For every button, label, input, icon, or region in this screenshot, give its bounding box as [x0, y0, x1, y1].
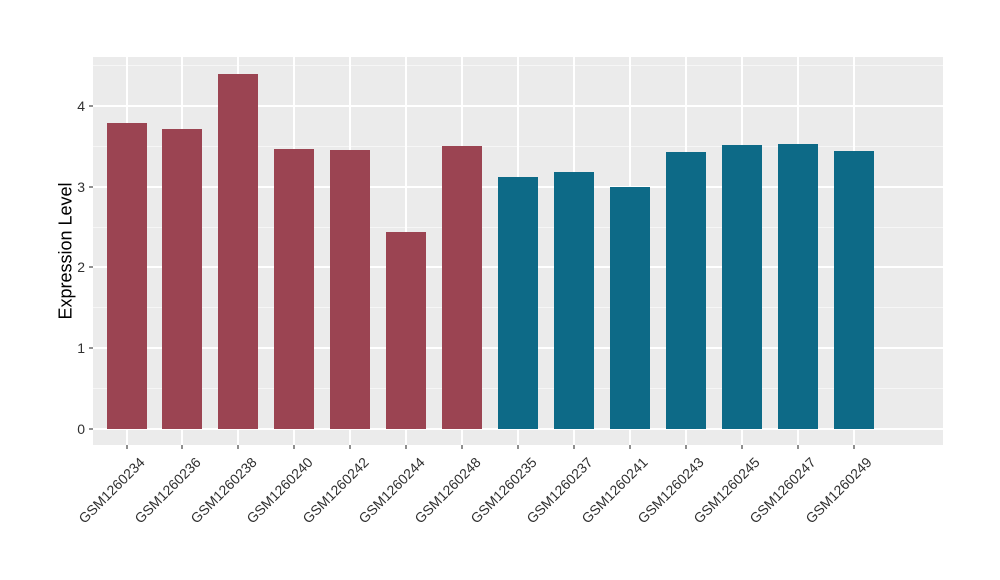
x-tick-mark [237, 445, 240, 449]
x-tick-mark [125, 445, 128, 449]
bar [386, 231, 427, 429]
bar [274, 148, 315, 429]
x-tick-mark [349, 445, 352, 449]
x-tick-mark [181, 445, 184, 449]
y-tick-mark [89, 347, 93, 350]
bar [162, 129, 203, 429]
y-tick-mark [89, 266, 93, 269]
bar [777, 144, 818, 429]
y-tick-label: 3 [77, 178, 85, 195]
bar [609, 186, 650, 429]
x-tick-mark [684, 445, 687, 449]
bar [665, 152, 706, 429]
x-tick-mark [517, 445, 519, 449]
bar [553, 172, 594, 429]
bar [442, 146, 483, 429]
y-tick-mark [89, 105, 93, 108]
bar [721, 144, 762, 429]
bar [218, 73, 259, 429]
y-tick-label: 2 [77, 259, 85, 276]
bar [833, 151, 874, 429]
y-tick-label: 1 [77, 340, 85, 357]
plot-panel [93, 57, 943, 445]
y-tick-label: 4 [77, 98, 85, 115]
bar [106, 123, 147, 429]
x-tick-mark [796, 445, 799, 449]
y-axis-title: Expression Level [55, 182, 76, 320]
x-tick-mark [461, 445, 464, 449]
y-tick-label: 0 [77, 420, 85, 437]
x-tick-mark [293, 445, 296, 449]
x-tick-mark [572, 445, 575, 449]
x-tick-mark [628, 445, 631, 449]
bar [498, 177, 538, 429]
bar [330, 150, 371, 429]
x-tick-mark [740, 445, 743, 449]
y-tick-mark [89, 427, 93, 430]
y-tick-mark [89, 185, 93, 188]
x-tick-mark [405, 445, 408, 449]
x-tick-mark [852, 445, 855, 449]
